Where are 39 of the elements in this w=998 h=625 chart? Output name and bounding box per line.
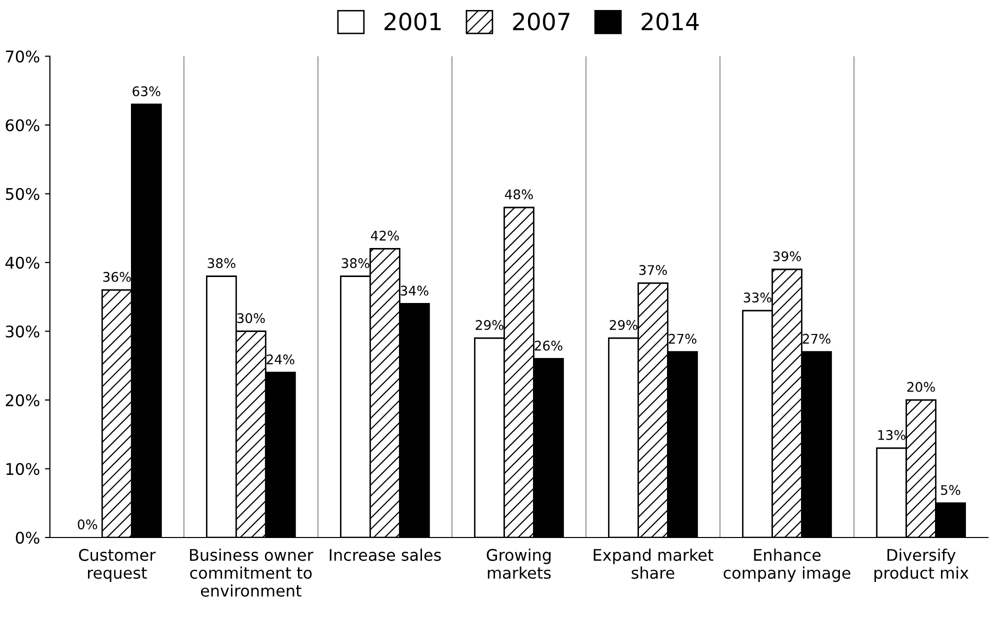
- x-tick-label: Diversify product mix: [874, 548, 968, 582]
- x-tick-label: Expand market share: [594, 548, 714, 579]
- data-label: 27%: [802, 334, 830, 344]
- data-label: 39%: [773, 251, 801, 262]
- data-label: 13%: [878, 430, 906, 440]
- data-label: 30%: [237, 313, 265, 324]
- x-tick-label: Growing markets: [486, 548, 551, 579]
- data-label: 36%: [103, 272, 131, 282]
- data-label: 5%: [941, 485, 960, 496]
- data-label: 34%: [400, 286, 428, 296]
- data-label: 38%: [342, 258, 370, 268]
- data-label: 29%: [476, 320, 504, 330]
- data-label: 27%: [668, 334, 696, 344]
- data-label: 42%: [370, 230, 399, 241]
- y-tick-label: 10%: [6, 462, 40, 476]
- x-tick-label: Customer request: [79, 548, 156, 582]
- data-label: 20%: [907, 382, 935, 392]
- data-label: 37%: [639, 265, 667, 276]
- y-tick-label: 60%: [6, 119, 40, 132]
- data-label: 48%: [504, 189, 533, 200]
- data-label: 63%: [132, 86, 160, 96]
- x-tick-label: Business owner commitment to environment: [190, 548, 314, 597]
- legend-label: 2014: [642, 12, 699, 30]
- data-label: 24%: [266, 354, 294, 364]
- x-tick-label: Enhance company image: [724, 548, 850, 582]
- data-label: 0%: [78, 519, 98, 530]
- legend-label: 2007: [513, 12, 570, 30]
- y-tick-label: 0%: [16, 532, 40, 544]
- data-label: 29%: [610, 320, 638, 330]
- y-tick-label: 70%: [6, 50, 40, 63]
- y-tick-label: 40%: [5, 256, 40, 269]
- y-tick-label: 30%: [6, 325, 40, 338]
- data-label: 38%: [208, 258, 236, 268]
- data-label: 26%: [534, 340, 562, 351]
- y-tick-label: 20%: [6, 394, 40, 406]
- y-tick-label: 50%: [6, 188, 40, 200]
- x-tick-label: Increase sales: [330, 548, 441, 561]
- legend-label: 2001: [384, 12, 441, 30]
- data-label: 33%: [744, 292, 772, 303]
